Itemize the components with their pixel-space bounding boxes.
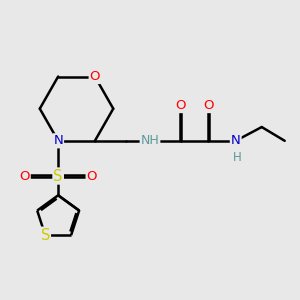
- Text: N: N: [53, 134, 63, 147]
- Text: O: O: [176, 99, 186, 112]
- Text: H: H: [233, 151, 242, 164]
- Text: O: O: [87, 169, 97, 182]
- Text: O: O: [19, 169, 30, 182]
- Text: N: N: [231, 134, 241, 147]
- Text: S: S: [53, 169, 63, 184]
- Text: O: O: [203, 99, 213, 112]
- Text: O: O: [90, 70, 100, 83]
- Text: S: S: [40, 228, 50, 243]
- Text: NH: NH: [141, 134, 159, 147]
